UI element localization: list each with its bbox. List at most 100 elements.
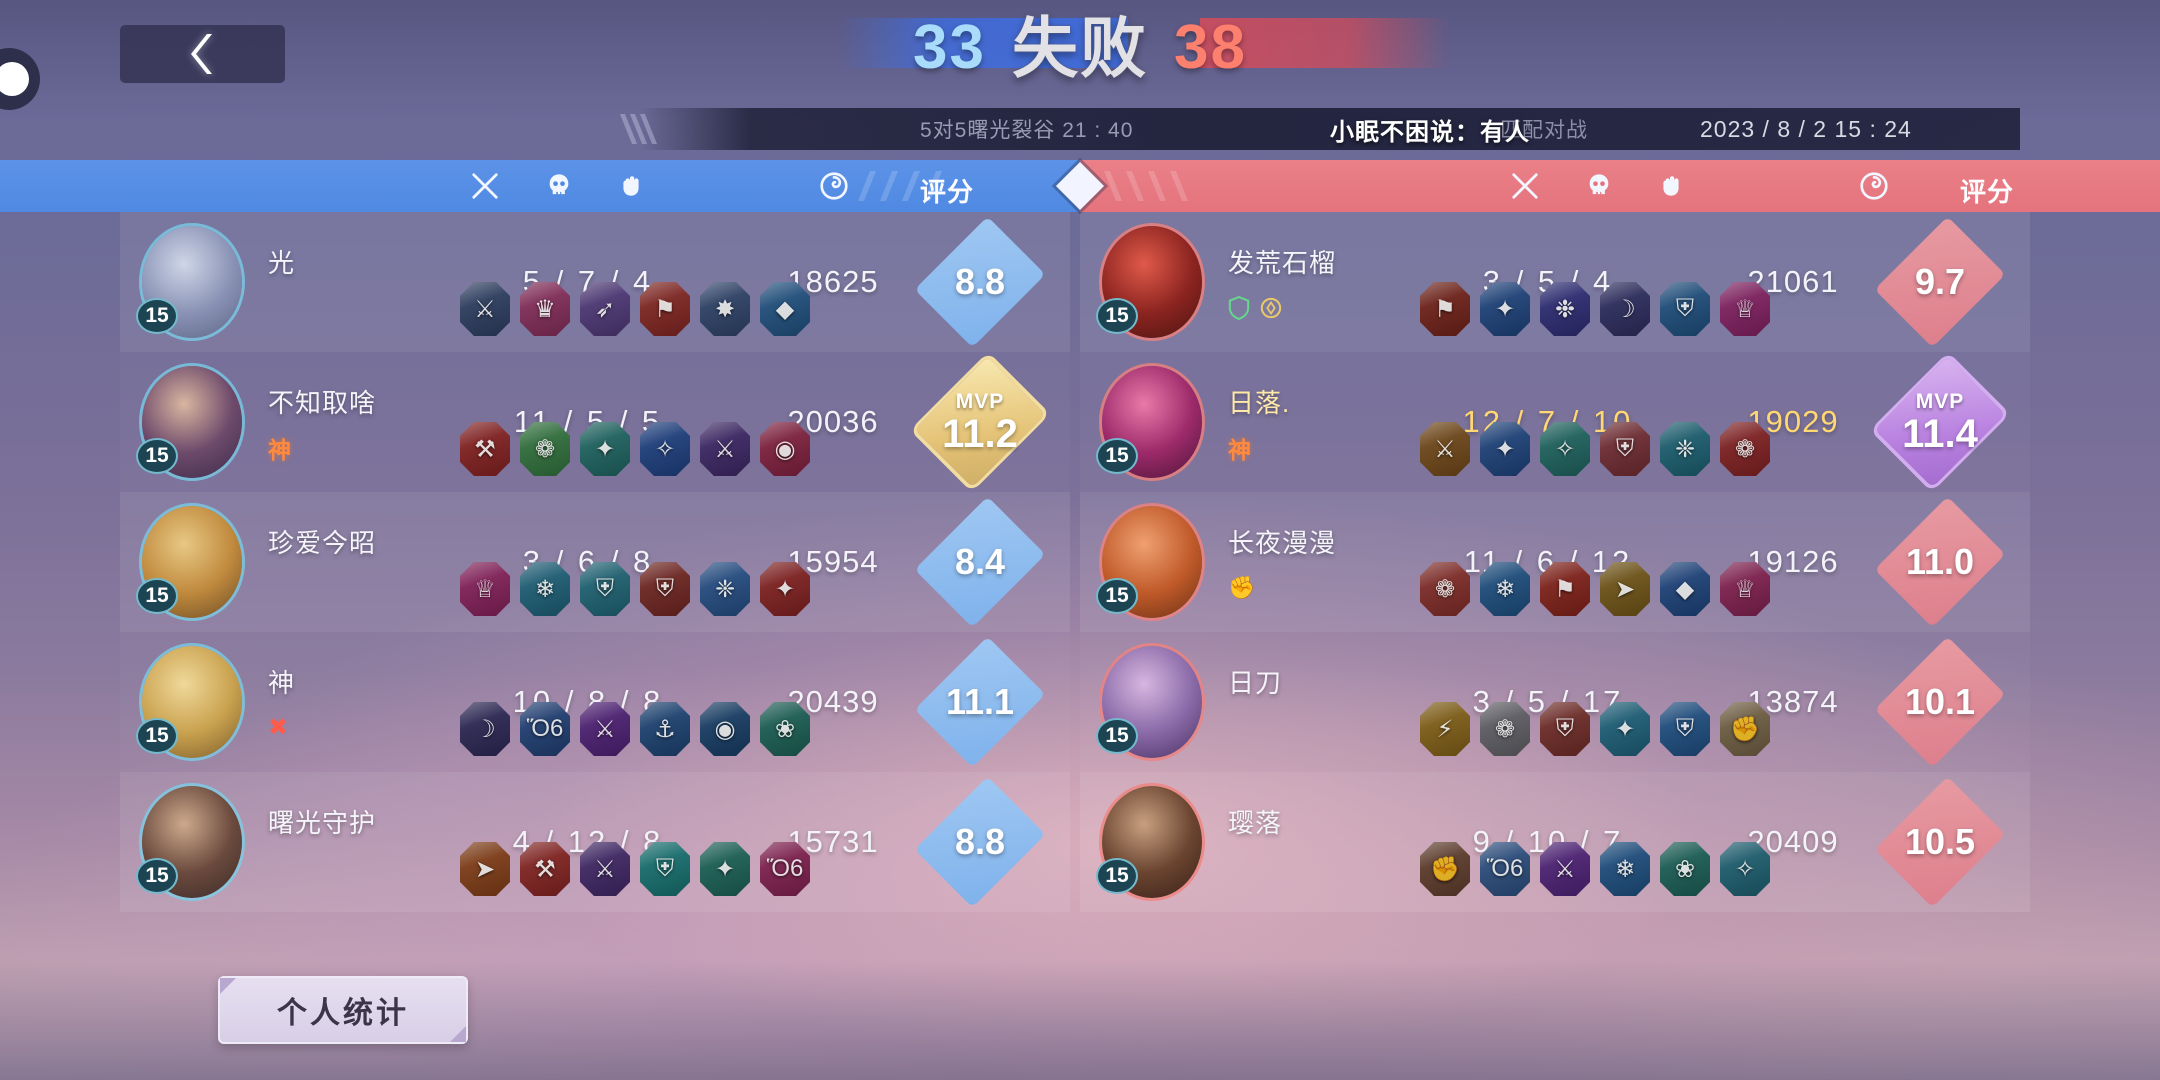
item-build-row: ⚑ ✦ ❉ ☽ ⛨ ♕ xyxy=(1420,282,1770,336)
item-slot[interactable]: ☽ xyxy=(460,702,510,756)
item-slot[interactable]: ❁ xyxy=(1480,702,1530,756)
item-slot[interactable]: ✦ xyxy=(760,562,810,616)
item-slot[interactable]: ❄ xyxy=(520,562,570,616)
item-slot[interactable]: ➤ xyxy=(1600,562,1650,616)
item-slot[interactable]: ☽ xyxy=(1600,282,1650,336)
avatar[interactable]: 15 xyxy=(136,366,254,478)
item-slot[interactable]: ⛨ xyxy=(640,562,690,616)
item-slot[interactable]: ⚡ xyxy=(1420,702,1470,756)
item-slot[interactable]: ✊ xyxy=(1720,702,1770,756)
avatar[interactable]: 15 xyxy=(136,646,254,758)
item-gloss xyxy=(580,422,630,476)
avatar[interactable]: 15 xyxy=(136,226,254,338)
item-slot[interactable]: ❁ xyxy=(1420,562,1470,616)
item-slot[interactable]: ❈ xyxy=(700,562,750,616)
item-slot[interactable]: ⚒ xyxy=(520,842,570,896)
personal-stats-button[interactable]: 个人统计 xyxy=(218,976,468,1044)
item-slot[interactable]: ✸ xyxy=(700,282,750,336)
item-slot[interactable]: ⚑ xyxy=(1420,282,1470,336)
item-slot[interactable]: ❈ xyxy=(1660,422,1710,476)
red-header-arrows xyxy=(1103,160,1310,212)
item-slot[interactable]: ⚑ xyxy=(1540,562,1590,616)
item-slot[interactable]: ♕ xyxy=(460,562,510,616)
item-slot[interactable]: ❁ xyxy=(520,422,570,476)
item-slot[interactable]: ◉ xyxy=(700,702,750,756)
result-title: 33 失败 38 xyxy=(0,8,2160,88)
item-gloss xyxy=(760,842,810,896)
item-slot[interactable]: Ὅ6 xyxy=(1480,842,1530,896)
item-slot[interactable]: Ὅ6 xyxy=(520,702,570,756)
item-slot[interactable]: Ὅ6 xyxy=(760,842,810,896)
item-slot[interactable]: ⛨ xyxy=(640,842,690,896)
gold-medal-badge-icon xyxy=(1260,297,1282,319)
item-gloss xyxy=(1660,842,1710,896)
item-slot[interactable]: ♕ xyxy=(1720,562,1770,616)
player-row[interactable]: 15 日落. 神 12 / 7 / 10 19029 ⚔ ✦ ✧ ⛨ ❈ ❁ MVP 11.4 xyxy=(1080,352,2030,492)
player-row[interactable]: 15 长夜漫漫 ✊ 11 / 6 / 12 19126 ❁ ❄ ⚑ ➤ ◆ ♕ 11.0 xyxy=(1080,492,2030,632)
item-slot[interactable]: ✊ xyxy=(1420,842,1470,896)
item-slot[interactable]: ➤ xyxy=(460,842,510,896)
avatar[interactable]: 15 xyxy=(136,786,254,898)
item-gloss xyxy=(1660,422,1710,476)
item-slot[interactable]: ❄ xyxy=(1480,562,1530,616)
item-slot[interactable]: ◆ xyxy=(760,282,810,336)
item-slot[interactable]: ❀ xyxy=(760,702,810,756)
rating-column: 11.1 xyxy=(890,632,1070,772)
item-slot[interactable]: ◉ xyxy=(760,422,810,476)
player-name-column: 发荒石榴 xyxy=(1228,243,1398,322)
item-slot[interactable]: ❁ xyxy=(1720,422,1770,476)
item-slot[interactable]: ⚓ xyxy=(640,702,690,756)
player-row[interactable]: 15 发荒石榴 3 / 5 / 4 21061 ⚑ ✦ ❉ ☽ ⛨ ♕ 9.7 xyxy=(1080,212,2030,352)
item-slot[interactable]: ✦ xyxy=(1480,422,1530,476)
player-row[interactable]: 15 神 ✖ 10 / 8 / 8 20439 ☽ Ὅ6 ⚔ ⚓ ◉ ❀ 11.1 xyxy=(120,632,1070,772)
avatar[interactable]: 15 xyxy=(1096,366,1214,478)
item-slot[interactable]: ⚔ xyxy=(580,702,630,756)
player-row[interactable]: 15 日刀 3 / 5 / 17 13874 ⚡ ❁ ⛨ ✦ ⛨ ✊ 10.1 xyxy=(1080,632,2030,772)
player-row[interactable]: 15 珍爱今昭 3 / 6 / 8 15954 ♕ ❄ ⛨ ⛨ ❈ ✦ 8.4 xyxy=(120,492,1070,632)
item-slot[interactable]: ⚔ xyxy=(700,422,750,476)
item-slot[interactable]: ✦ xyxy=(1600,702,1650,756)
item-gloss xyxy=(1660,282,1710,336)
item-slot[interactable]: ♛ xyxy=(520,282,570,336)
item-slot[interactable]: ❀ xyxy=(1660,842,1710,896)
back-button[interactable] xyxy=(120,25,285,83)
player-row[interactable]: 15 曙光守护 4 / 12 / 8 15731 ➤ ⚒ ⚔ ⛨ ✦ Ὅ6 8.8 xyxy=(120,772,1070,912)
item-slot[interactable]: ⛨ xyxy=(1660,282,1710,336)
item-gloss xyxy=(520,702,570,756)
blue-team-scoreboard: 15 光 5 / 7 / 4 18625 ⚔ ♛ ➶ ⚑ ✸ ◆ 8.8 15 不知取啥神 11 / 5 … xyxy=(120,212,1070,912)
item-slot[interactable]: ✦ xyxy=(580,422,630,476)
item-slot[interactable]: ✧ xyxy=(1540,422,1590,476)
item-glyph-icon: ✊ xyxy=(1730,715,1760,743)
item-slot[interactable]: ❄ xyxy=(1600,842,1650,896)
player-row[interactable]: 15 不知取啥神 11 / 5 / 5 20036 ⚒ ❁ ✦ ✧ ⚔ ◉ MVP 11.2 xyxy=(120,352,1070,492)
avatar[interactable]: 15 xyxy=(1096,786,1214,898)
avatar[interactable]: 15 xyxy=(136,506,254,618)
item-slot[interactable]: ⚑ xyxy=(640,282,690,336)
avatar[interactable]: 15 xyxy=(1096,646,1214,758)
item-slot[interactable]: ⛨ xyxy=(1540,702,1590,756)
item-slot[interactable]: ⚔ xyxy=(460,282,510,336)
item-slot[interactable]: ⚔ xyxy=(1540,842,1590,896)
item-slot[interactable]: ◆ xyxy=(1660,562,1710,616)
avatar[interactable]: 15 xyxy=(1096,506,1214,618)
item-glyph-icon: ⚔ xyxy=(1434,435,1456,463)
crossed-swords-icon xyxy=(470,171,500,201)
item-gloss xyxy=(1420,282,1470,336)
player-row[interactable]: 15 光 5 / 7 / 4 18625 ⚔ ♛ ➶ ⚑ ✸ ◆ 8.8 xyxy=(120,212,1070,352)
item-slot[interactable]: ⚔ xyxy=(1420,422,1470,476)
item-slot[interactable]: ⛨ xyxy=(1660,702,1710,756)
avatar[interactable]: 15 xyxy=(1096,226,1214,338)
item-slot[interactable]: ✧ xyxy=(640,422,690,476)
item-slot[interactable]: ⛨ xyxy=(580,562,630,616)
item-slot[interactable]: ✦ xyxy=(1480,282,1530,336)
item-slot[interactable]: ❉ xyxy=(1540,282,1590,336)
item-slot[interactable]: ⛨ xyxy=(1600,422,1650,476)
damage-spiral-icon xyxy=(1858,170,1890,202)
item-slot[interactable]: ⚔ xyxy=(580,842,630,896)
item-slot[interactable]: ♕ xyxy=(1720,282,1770,336)
player-row[interactable]: 15 璎落 9 / 10 / 7 20409 ✊ Ὅ6 ⚔ ❄ ❀ ✧ 10.5 xyxy=(1080,772,2030,912)
item-slot[interactable]: ✦ xyxy=(700,842,750,896)
item-slot[interactable]: ➶ xyxy=(580,282,630,336)
item-slot[interactable]: ⚒ xyxy=(460,422,510,476)
item-slot[interactable]: ✧ xyxy=(1720,842,1770,896)
